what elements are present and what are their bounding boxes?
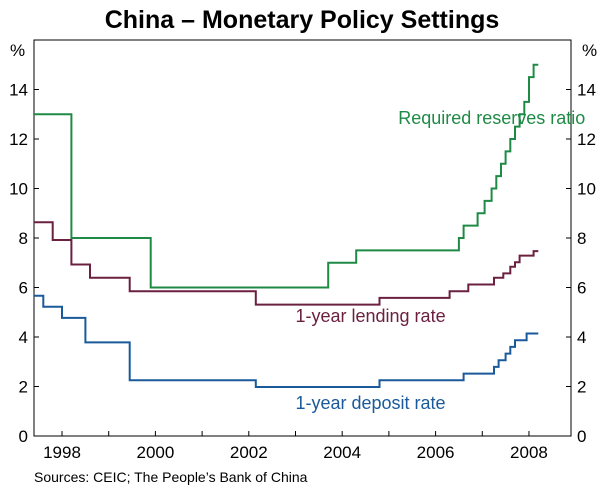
series-label-2: 1-year deposit rate bbox=[295, 393, 445, 413]
series-line-0 bbox=[34, 63, 539, 289]
series-line-1 bbox=[34, 221, 539, 306]
series-label-1: 1-year lending rate bbox=[295, 306, 445, 326]
x-tick-label: 1998 bbox=[43, 443, 81, 462]
y-axis-unit-left: % bbox=[10, 41, 25, 60]
y-tick-label-left: 10 bbox=[9, 180, 28, 199]
x-tick-label: 2004 bbox=[323, 443, 361, 462]
y-tick-label-left: 6 bbox=[19, 279, 28, 298]
y-tick-label-right: 0 bbox=[577, 427, 586, 446]
y-tick-label-right: 4 bbox=[577, 328, 586, 347]
series-labels: Required reserves ratio 1-year lending ra… bbox=[295, 108, 585, 413]
y-tick-label-left: 12 bbox=[9, 130, 28, 149]
series-label-0: Required reserves ratio bbox=[398, 108, 585, 128]
x-tick-label: 2008 bbox=[510, 443, 548, 462]
y-tick-label-right: 12 bbox=[577, 130, 596, 149]
y-tick-label-left: 2 bbox=[19, 378, 28, 397]
y-tick-label-right: 14 bbox=[577, 81, 596, 100]
x-tick-label: 2006 bbox=[417, 443, 455, 462]
x-tick-label: 2000 bbox=[136, 443, 174, 462]
series-lines bbox=[34, 63, 539, 388]
y-axis-unit-right: % bbox=[582, 41, 597, 60]
axis-ticks: 0 0 2 2 4 4 6 6 8 8 10 10 12 12 14 14 1998 2000 2002 2004 20… bbox=[9, 81, 596, 463]
y-tick-label-right: 10 bbox=[577, 180, 596, 199]
chart-title: China – Monetary Policy Settings bbox=[105, 6, 500, 34]
y-tick-label-right: 6 bbox=[577, 279, 586, 298]
y-tick-label-right: 8 bbox=[577, 229, 586, 248]
x-tick-label: 2002 bbox=[230, 443, 268, 462]
y-tick-label-left: 14 bbox=[9, 81, 28, 100]
y-tick-label-left: 4 bbox=[19, 328, 28, 347]
series-line-2 bbox=[34, 294, 539, 388]
source-note: Sources: CEIC; The People’s Bank of Chin… bbox=[34, 469, 308, 485]
y-tick-label-left: 8 bbox=[19, 229, 28, 248]
y-tick-label-left: 0 bbox=[19, 427, 28, 446]
y-tick-label-right: 2 bbox=[577, 378, 586, 397]
